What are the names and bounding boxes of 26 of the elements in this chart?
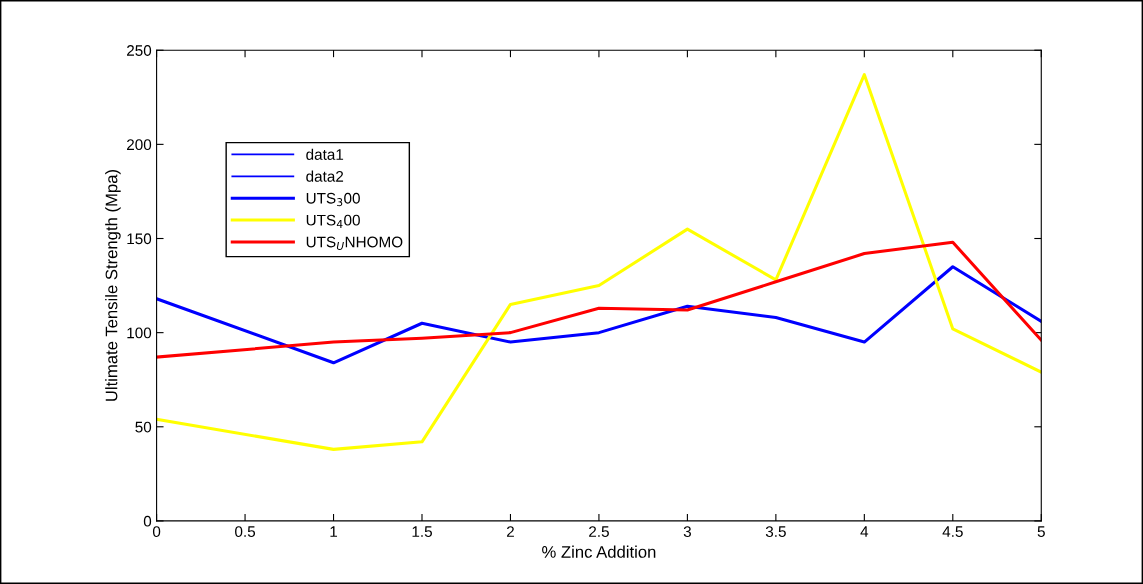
legend-label: UTS$_{3}$00: [306, 192, 360, 207]
x-tick-label: 3: [683, 526, 691, 538]
y-tick-label: 200: [127, 139, 152, 151]
x-tick-label: 2: [506, 526, 514, 537]
y-tick-label: 150: [127, 233, 152, 245]
x-tick-label: 4.5: [942, 526, 963, 538]
y-tick-label: 100: [127, 327, 152, 339]
y-tick-label: 50: [135, 421, 152, 433]
line-series: [156, 73, 1042, 451]
legend-label: data2: [306, 170, 344, 182]
x-tick-label: 0: [152, 526, 161, 538]
x-tick-label: 3.5: [765, 526, 786, 538]
x-tick-label: 0.5: [235, 526, 256, 538]
legend-label: data1: [306, 148, 344, 160]
x-tick-label: 1: [330, 526, 338, 537]
line-series: [156, 265, 1042, 365]
x-axis-title: % Zinc Addition: [542, 545, 656, 558]
x-tick-label: 1.5: [412, 526, 432, 538]
legend-label: UTS$_{4}$00: [306, 214, 360, 228]
legend-label: UTS$_{U}$NHOMO: [306, 236, 403, 250]
x-tick-label: 5: [1037, 526, 1045, 538]
y-axis-title: Ultimate Tensile Strength (Mpa): [105, 170, 121, 401]
x-tick-label: 2.5: [589, 526, 609, 538]
y-tick-label: 0: [143, 515, 152, 527]
y-tick-label: 250: [127, 45, 152, 56]
x-tick-label: 4: [860, 526, 869, 537]
